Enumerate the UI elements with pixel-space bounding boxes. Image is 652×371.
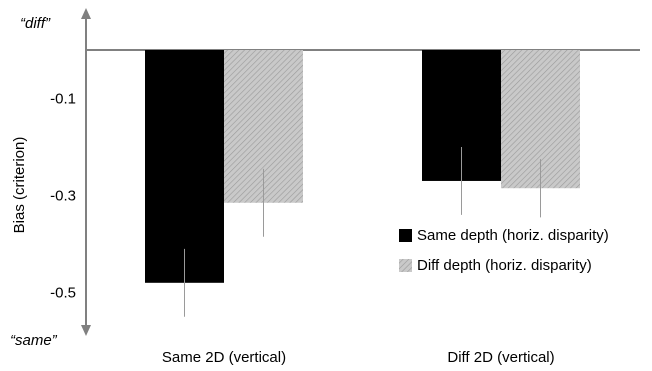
legend-swatch	[399, 229, 412, 242]
y-axis-arrow-up	[81, 8, 91, 19]
y-tick-label: -0.5	[50, 285, 76, 302]
legend-label: Same depth (horiz. disparity)	[417, 227, 609, 244]
legend-label: Diff depth (horiz. disparity)	[417, 257, 592, 274]
y-tick-label: -0.3	[50, 188, 76, 205]
y-bottom-label: “same”	[10, 332, 58, 349]
bar-same-depth-0	[145, 50, 224, 283]
y-axis-arrow-down	[81, 325, 91, 336]
y-axis-title: Bias (criterion)	[11, 137, 28, 234]
x-category-label: Diff 2D (vertical)	[447, 349, 554, 366]
x-category-label: Same 2D (vertical)	[162, 349, 286, 366]
legend-swatch	[399, 259, 412, 272]
y-top-label: “diff”	[20, 15, 51, 32]
y-tick-label: -0.1	[50, 91, 76, 108]
